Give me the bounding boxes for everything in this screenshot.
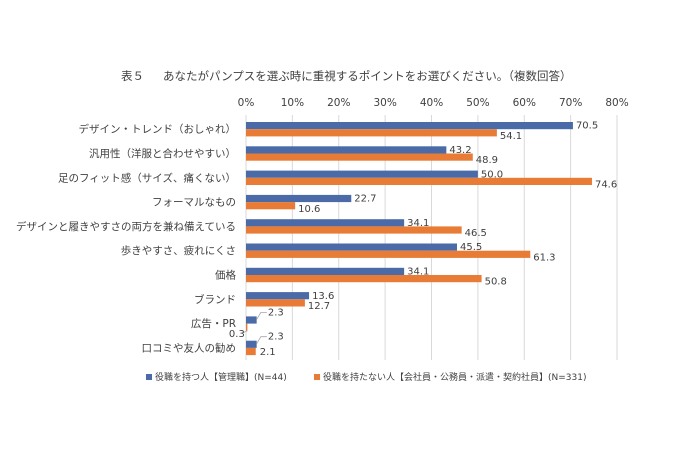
category-label: デザイン・トレンド（おしゃれ） [79,123,237,136]
data-label-series2: 54.1 [500,131,522,142]
data-label-series2: 0.3 [229,329,245,340]
bar-series2 [246,275,482,283]
data-label-series2: 74.6 [595,180,617,191]
legend-entry: 役職を持たない人【会社員・公務員・派遣・契約社員】(N=331) [323,371,586,383]
leader-line [256,312,267,320]
data-label-series1: 2.3 [268,332,284,343]
category-label: 口コミや友人の勧め [142,341,237,354]
leader-line [242,330,248,334]
data-label-series2: 12.7 [308,301,330,312]
x-tick-label: 40% [420,97,443,109]
category-label: 広告・PR [191,317,236,330]
bar-series1 [246,267,405,275]
chart-title-label: 表５ [121,69,144,83]
bar-series1 [246,219,405,227]
data-label-series1: 45.5 [460,242,482,253]
x-axis-ticks: 0% 10% 20% 30% 40% 50% 60% 70% 80% [238,97,629,109]
data-label-series2: 10.6 [298,204,320,215]
data-label-series2: 46.5 [465,228,487,239]
bar-series2 [246,177,592,185]
data-label-series1: 13.6 [312,291,334,302]
data-label-series2: 50.8 [485,277,507,288]
category-label: 価格 [215,269,236,282]
data-label-series1: 34.1 [407,267,429,278]
data-label-series2: 2.1 [260,347,276,358]
bar-series2 [246,347,256,356]
legend-swatch [146,374,152,380]
category-label: ブランド [194,293,236,306]
bar-series2 [246,323,248,331]
x-tick-label: 80% [605,97,628,109]
data-label-series1: 22.7 [354,194,376,205]
bar-series2 [246,250,531,258]
x-tick-label: 0% [238,97,255,109]
data-label-series1: 70.5 [576,121,598,132]
x-tick-label: 60% [513,97,536,109]
data-label-series1: 34.1 [407,218,429,229]
bar-series1 [246,316,257,324]
x-tick-label: 30% [373,97,396,109]
x-tick-label: 70% [559,97,582,109]
bar-series2 [246,299,305,307]
bar-series1 [246,122,573,130]
bar-series1 [246,292,310,300]
data-label-series1: 43.2 [449,145,471,156]
legend-entry: 役職を持つ人【管理職】(N=44) [155,371,287,383]
category-label: 歩きやすさ、疲れにくさ [121,244,236,257]
bar-series1 [246,243,458,251]
category-label: デザインと履きやすさの両方を兼ね備えている [16,220,236,233]
bar-series1 [246,340,257,348]
bar-series2 [246,153,473,161]
bar-series1 [246,146,447,154]
category-labels: デザイン・トレンド（おしゃれ） 汎用性（洋服と合わせやすい） 足のフィット感（サイズ… [16,123,236,355]
legend-swatch [314,374,320,380]
category-label: フォーマルなもの [152,197,236,209]
x-tick-label: 20% [327,97,350,109]
bar-series1 [246,170,478,178]
bar-series1 [246,194,352,203]
x-tick-label: 50% [466,97,489,109]
data-label-series2: 61.3 [533,252,555,263]
legend: 役職を持つ人【管理職】(N=44) 役職を持たない人【会社員・公務員・派遣・契約社… [146,371,586,383]
chart-title: あなたがパンプスを選ぶ時に重視するポイントをお選びください。（複数回答） [163,69,571,83]
data-label-series1: 50.0 [481,169,503,180]
bar-series2 [246,202,296,210]
category-label: 足のフィット感（サイズ、痛くない） [58,171,236,184]
bar-series2 [246,226,462,234]
bar-series2 [246,129,497,137]
leader-line [256,336,267,344]
bars [246,122,592,356]
data-labels: 70.5 54.1 43.2 48.9 50.0 74.6 22.7 10.6 34.1 46.5… [229,121,617,358]
x-tick-label: 10% [281,97,304,109]
category-label: 汎用性（洋服と合わせやすい） [89,147,236,160]
data-label-series2: 48.9 [476,155,498,166]
data-label-series1: 2.3 [268,307,284,318]
